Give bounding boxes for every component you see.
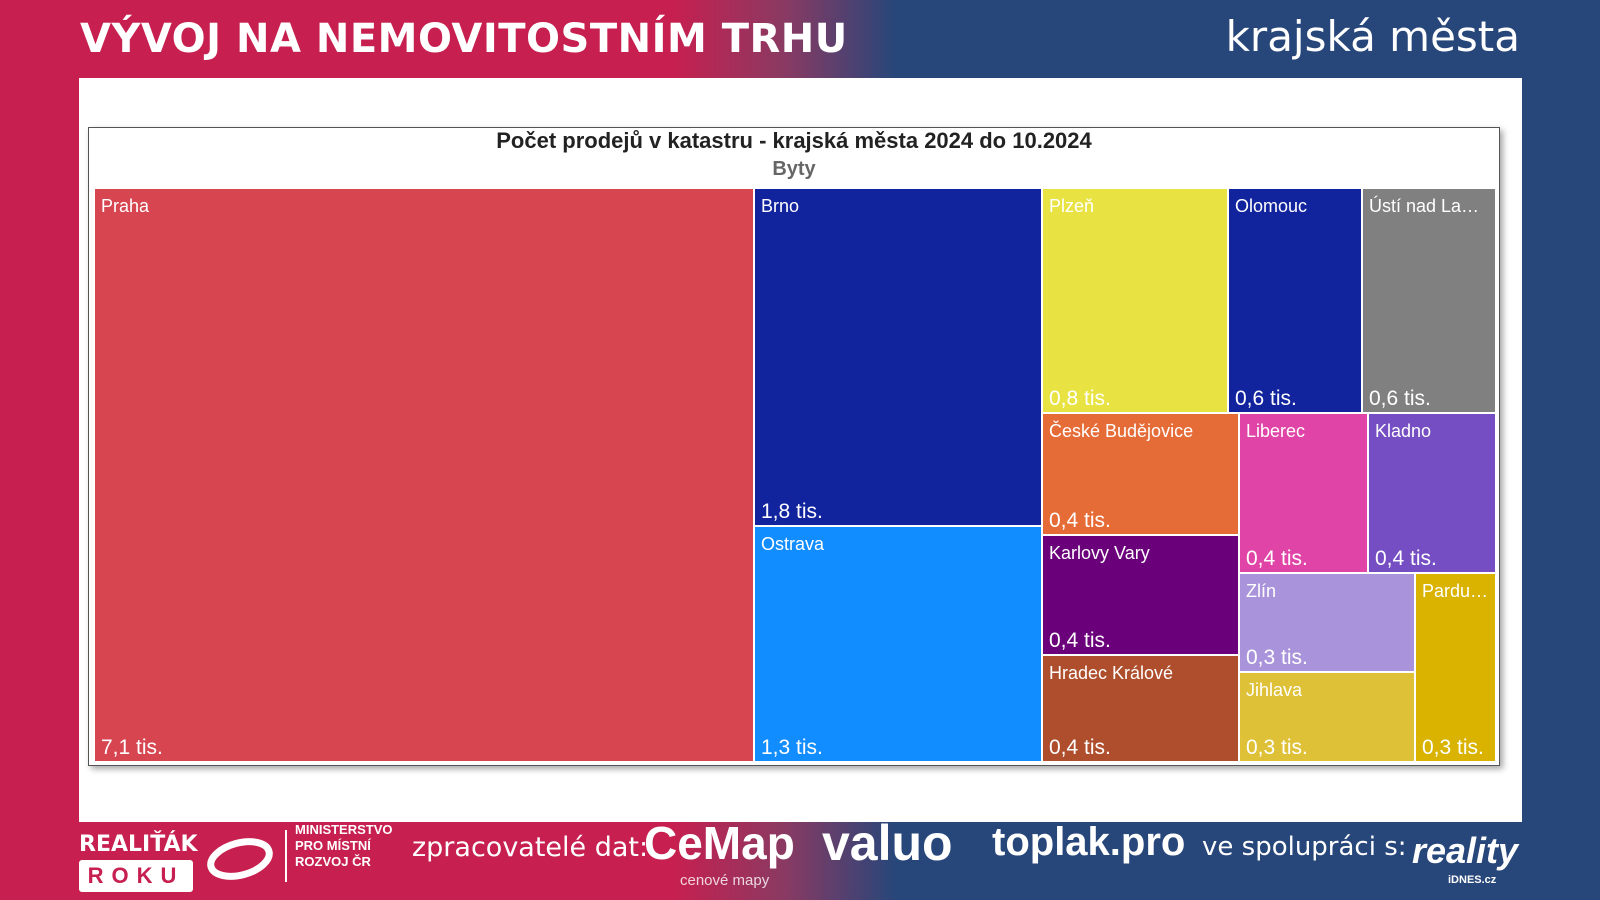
- processors-label: zpracovatelé dat:: [412, 832, 649, 863]
- tile-hradec-kralove[interactable]: Hradec Králové 0,4 tis.: [1043, 656, 1238, 761]
- tile-value: 0,4 tis.: [1049, 509, 1111, 532]
- ministry-line: ROZVOJ ČR: [295, 854, 371, 869]
- ministry-emblem-icon: [207, 838, 273, 880]
- tile-jihlava[interactable]: Jihlava 0,3 tis.: [1240, 673, 1414, 761]
- tile-value: 0,6 tis.: [1369, 387, 1431, 410]
- valuo-logo: valuo: [822, 815, 953, 871]
- tile-praha[interactable]: Praha 7,1 tis.: [95, 189, 753, 761]
- tile-value: 0,8 tis.: [1049, 387, 1111, 410]
- tile-name: Liberec: [1246, 421, 1306, 441]
- tile-value: 0,3 tis.: [1422, 736, 1484, 759]
- footer-logos: REALIŤÁK ROKU MINISTERSTVO PRO MÍSTNÍ RO…: [0, 815, 1600, 900]
- reality-logo: reality: [1412, 830, 1519, 871]
- tile-name: Ústí nad La…: [1369, 196, 1480, 216]
- cemap-logo: CeMap: [644, 817, 795, 869]
- tile-value: 0,4 tis.: [1246, 547, 1308, 570]
- tile-name: Kladno: [1375, 421, 1432, 441]
- cemap-sub: cenové mapy: [680, 872, 770, 889]
- tile-value: 0,4 tis.: [1049, 736, 1111, 759]
- tile-usti[interactable]: Ústí nad La… 0,6 tis.: [1363, 189, 1495, 412]
- tile-brno[interactable]: Brno 1,8 tis.: [755, 189, 1041, 525]
- roku-badge: ROKU: [79, 860, 193, 892]
- realitak-logo-text: REALIŤÁK: [79, 832, 198, 857]
- toplak-logo: toplak.pro: [992, 820, 1186, 864]
- tile-name: Zlín: [1246, 581, 1277, 601]
- ministry-text: MINISTERSTVO PRO MÍSTNÍ ROZVOJ ČR: [295, 822, 393, 870]
- tile-name: Plzeň: [1049, 196, 1095, 216]
- page-subtitle: krajská města: [1225, 12, 1520, 61]
- tile-value: 7,1 tis.: [101, 736, 163, 759]
- chart-subtitle: Byty: [772, 158, 816, 180]
- tile-karlovy-vary[interactable]: Karlovy Vary 0,4 tis.: [1043, 536, 1238, 654]
- tile-name: Olomouc: [1235, 196, 1308, 216]
- idnes-logo: iDNES.cz: [1448, 874, 1497, 886]
- tile-name: České Budějovice: [1049, 421, 1194, 441]
- tile-name: Pardu…: [1422, 581, 1489, 601]
- tile-name: Karlovy Vary: [1049, 543, 1150, 563]
- tile-name: Ostrava: [761, 534, 825, 554]
- tile-plzen[interactable]: Plzeň 0,8 tis.: [1043, 189, 1227, 412]
- page-title: VÝVOJ NA NEMOVITOSTNÍM TRHU: [80, 16, 848, 62]
- ministry-line: MINISTERSTVO: [295, 822, 393, 837]
- tile-kladno[interactable]: Kladno 0,4 tis.: [1369, 414, 1495, 572]
- tile-pardubice[interactable]: Pardu… 0,3 tis.: [1416, 574, 1495, 761]
- tile-name: Jihlava: [1246, 680, 1303, 700]
- ministry-line: PRO MÍSTNÍ: [295, 838, 371, 853]
- tile-name: Praha: [101, 196, 150, 216]
- tile-value: 1,3 tis.: [761, 736, 823, 759]
- tile-value: 0,4 tis.: [1375, 547, 1437, 570]
- tile-value: 1,8 tis.: [761, 500, 823, 523]
- tile-ostrava[interactable]: Ostrava 1,3 tis.: [755, 527, 1041, 761]
- tile-liberec[interactable]: Liberec 0,4 tis.: [1240, 414, 1367, 572]
- tile-value: 0,4 tis.: [1049, 629, 1111, 652]
- tile-ceske-budejovice[interactable]: České Budějovice 0,4 tis.: [1043, 414, 1238, 534]
- chart-title: Počet prodejů v katastru - krajská města…: [496, 128, 1092, 153]
- tile-zlin[interactable]: Zlín 0,3 tis.: [1240, 574, 1414, 671]
- tile-value: 0,6 tis.: [1235, 387, 1297, 410]
- tile-name: Hradec Králové: [1049, 663, 1174, 683]
- cooperation-label: ve spolupráci s:: [1202, 832, 1407, 862]
- divider: [285, 830, 287, 882]
- tile-value: 0,3 tis.: [1246, 736, 1308, 759]
- tile-value: 0,3 tis.: [1246, 646, 1308, 669]
- tile-name: Brno: [761, 196, 800, 216]
- tile-olomouc[interactable]: Olomouc 0,6 tis.: [1229, 189, 1361, 412]
